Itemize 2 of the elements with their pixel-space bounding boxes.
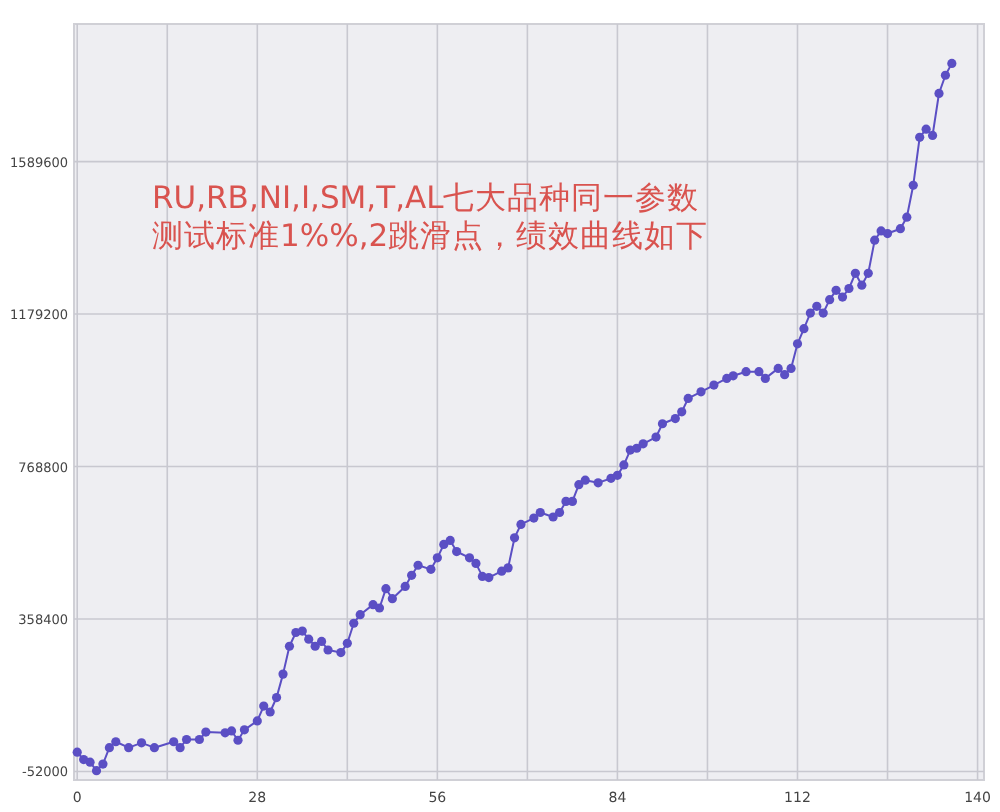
annotation: RU,RB,NI,I,SM,T,AL七大品种同一参数 bbox=[152, 180, 700, 216]
annotation: 测试标准1%%,2跳滑点，绩效曲线如下 bbox=[152, 218, 709, 254]
